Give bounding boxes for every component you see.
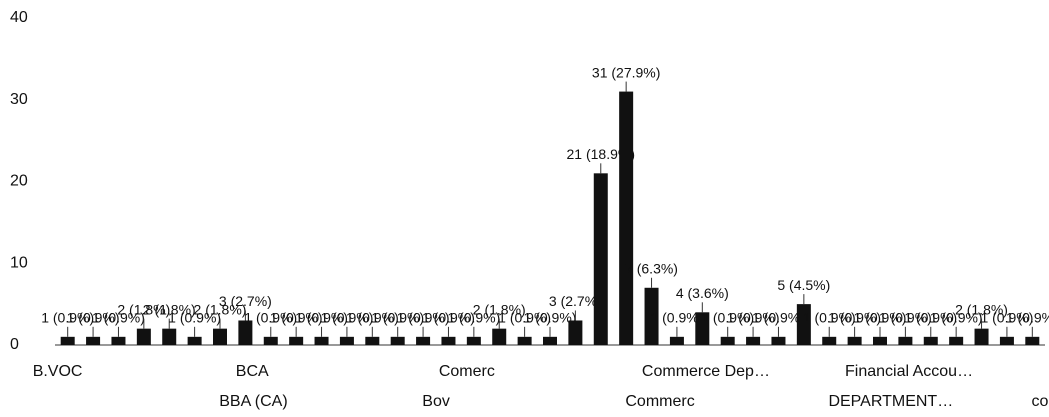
x-tick-label: Commerce Dep… — [642, 363, 770, 380]
data-label: 1 (0.9%) — [1006, 310, 1049, 326]
bar — [492, 328, 507, 345]
bar — [999, 336, 1014, 345]
bar — [86, 336, 101, 345]
data-label: 1 (0.9%) — [168, 310, 221, 326]
x-tick-label: DEPARTMENT… — [828, 393, 953, 410]
bar — [441, 336, 456, 345]
x-tick-label: B.VOC — [33, 363, 83, 380]
data-label: 1 (0.9%) — [828, 310, 881, 326]
bar — [822, 336, 837, 345]
data-label: 1 (0.9%) — [752, 310, 805, 326]
data-label: 4 (3.6%) — [676, 285, 729, 301]
data-label: 1 (0.9%) — [397, 310, 450, 326]
data-label: 1 (0.9%) — [904, 310, 957, 326]
data-label: 5 (4.5%) — [777, 277, 830, 293]
data-label: 2 (1.8%) — [473, 301, 526, 317]
bar — [720, 336, 735, 345]
bar — [517, 336, 532, 345]
x-tick-label: BBA (CA) — [219, 393, 287, 410]
bar — [923, 336, 938, 345]
x-tick-label: Financial Accou… — [845, 363, 973, 380]
bar — [365, 336, 380, 345]
bar — [289, 336, 304, 345]
bar — [669, 336, 684, 345]
data-label: 2 (1.8%) — [143, 301, 196, 317]
data-label: 1 (0.9%) — [447, 310, 500, 326]
data-label: 2 (1.8%) — [955, 301, 1008, 317]
data-label: 1 (0.9%) — [930, 310, 983, 326]
y-tick-label: 30 — [10, 91, 28, 108]
bar — [873, 336, 887, 345]
data-label: 1 (0.9%) — [727, 310, 780, 326]
data-label: 1 (0.9%) — [701, 310, 754, 326]
data-label: 1 (0.9%) — [854, 310, 907, 326]
x-tick-label: Comerc — [439, 363, 495, 380]
data-label: 1 (0.9%) — [803, 310, 856, 326]
data-label: 1 (0.9%) — [41, 310, 94, 326]
bar — [111, 336, 126, 345]
bar — [593, 173, 608, 345]
x-tick-label: Commerc — [625, 393, 694, 410]
data-label: 1 (0.9%) — [650, 310, 703, 326]
data-label: 1 (0.9%) — [371, 310, 424, 326]
data-label: 1 (0.9%) — [295, 310, 348, 326]
bar — [416, 336, 431, 345]
data-label: 3 (2.7%) — [219, 293, 272, 309]
bar — [644, 287, 659, 345]
data-label: 1 (0.9%) — [92, 310, 145, 326]
data-label: 1 (0.9%) — [879, 310, 932, 326]
bar — [339, 336, 354, 345]
bar — [619, 91, 634, 345]
bar — [796, 304, 811, 345]
data-label: 3 (2.7%) — [549, 293, 602, 309]
bar — [568, 320, 583, 345]
bar — [60, 336, 75, 345]
data-label: 1 (0.9%) — [524, 310, 577, 326]
data-label: 21 (18.9%) — [567, 146, 635, 162]
data-label: 2 (1.8%) — [194, 301, 247, 317]
data-label: 1 (0.9%) — [270, 310, 323, 326]
bar — [466, 336, 481, 345]
y-tick-label: 0 — [10, 336, 19, 353]
bar — [847, 336, 862, 345]
y-tick-label: 10 — [10, 254, 28, 271]
y-tick-label: 40 — [10, 9, 28, 26]
data-label: 1 (0.9%) — [67, 310, 120, 326]
bar — [162, 328, 177, 345]
data-label: 2 (1.8%) — [117, 301, 170, 317]
bar — [771, 336, 786, 345]
bar — [898, 336, 913, 345]
bar — [390, 336, 405, 345]
bar — [949, 336, 964, 345]
bar — [543, 336, 557, 345]
bar — [213, 328, 227, 345]
data-label: 1 (0.9%) — [320, 310, 373, 326]
bar — [695, 312, 710, 345]
x-tick-label: Bov — [422, 393, 450, 410]
x-tick-label: BCA — [236, 363, 269, 380]
bar — [136, 328, 151, 345]
data-label: 1 (0.9%) — [498, 310, 551, 326]
bar — [238, 320, 253, 345]
bar — [974, 328, 989, 345]
bar — [263, 336, 278, 345]
data-label: 1 (0.9%) — [346, 310, 399, 326]
bar — [187, 336, 202, 345]
data-label: 31 (27.9%) — [592, 64, 660, 80]
data-label: 1 (0.9%) — [422, 310, 475, 326]
data-label: 1 (0.9%) — [980, 310, 1033, 326]
bar — [1025, 336, 1040, 345]
bar — [314, 336, 329, 345]
data-label: 1 (0.9%) — [244, 310, 297, 326]
data-label: 7 (6.3%) — [625, 260, 678, 276]
y-tick-label: 20 — [10, 173, 28, 190]
bar — [746, 336, 761, 345]
x-tick-label: commerce — [1032, 393, 1049, 410]
